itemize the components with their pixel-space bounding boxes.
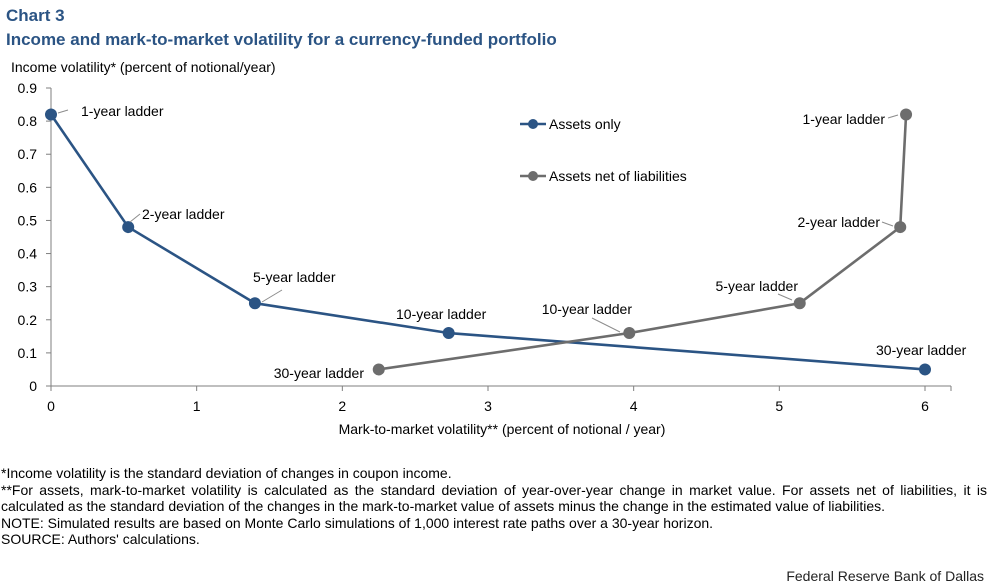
label-leader-line — [887, 114, 899, 119]
data-label: 5-year ladder — [716, 278, 799, 294]
y-tick-label: 0.8 — [18, 113, 38, 129]
data-label: 1-year ladder — [803, 111, 886, 127]
chart-number: Chart 3 — [6, 6, 65, 25]
data-label: 5-year ladder — [253, 269, 336, 285]
y-tick-label: 0.5 — [18, 212, 38, 228]
chart-title: Income and mark-to-market volatility for… — [6, 30, 557, 49]
data-point — [248, 297, 261, 310]
label-leader-line — [591, 317, 621, 333]
line-chart: 0 0.1 0.2 0.3 0.4 0.5 0.6 0.7 0.8 0.9 0 1 2 3 4 5 6 1-yea… — [18, 80, 967, 414]
y-tick-label: 0.9 — [18, 80, 38, 96]
chart-notes: *Income volatility is the standard devia… — [1, 465, 987, 548]
data-label: 30-year ladder — [876, 342, 967, 358]
y-tick-label: 0.7 — [18, 146, 38, 162]
y-tick-label: 0 — [29, 378, 37, 394]
data-label: 2-year ladder — [142, 206, 225, 222]
data-point — [919, 363, 931, 376]
label-leader-line — [881, 221, 894, 227]
data-point — [900, 108, 913, 121]
label-leader-line — [777, 293, 793, 301]
data-point — [623, 327, 636, 340]
data-label: 10-year ladder — [396, 306, 487, 322]
x-tick-label: 4 — [630, 398, 638, 414]
data-point — [894, 221, 907, 234]
mark-to-market-note: **For assets, mark-to-market volatility … — [1, 481, 987, 515]
x-tick-label: 6 — [921, 398, 929, 414]
publisher-credit: Federal Reserve Bank of Dallas — [786, 568, 984, 584]
x-tick-label: 1 — [193, 398, 201, 414]
series-line-2 — [378, 114, 908, 371]
legend-entry-assets-net-label: Assets net of liabilities — [549, 168, 687, 184]
data-label: 2-year ladder — [798, 214, 881, 230]
income-volatility-note: *Income volatility is the standard devia… — [1, 465, 452, 481]
label-leader-line — [57, 109, 69, 114]
y-tick-label: 0.3 — [18, 279, 38, 295]
y-tick-label: 0.2 — [18, 312, 38, 328]
y-tick-label: 0.1 — [18, 345, 38, 361]
x-tick-label: 2 — [338, 398, 346, 414]
data-point — [442, 327, 455, 340]
y-tick-label: 0.4 — [18, 246, 38, 262]
data-point — [45, 108, 57, 121]
y-tick-label: 0.6 — [18, 179, 38, 195]
data-label: 10-year ladder — [542, 301, 633, 317]
legend-entry-assets-only-marker — [528, 119, 538, 129]
x-tick-label: 5 — [775, 398, 783, 414]
data-point — [372, 363, 385, 376]
source-note: SOURCE: Authors' calculations. — [1, 531, 200, 547]
series-line-1 — [49, 113, 926, 371]
label-leader-line — [129, 213, 141, 223]
data-label: 30-year ladder — [274, 365, 365, 381]
methodology-note: NOTE: Simulated results are based on Mon… — [1, 514, 714, 531]
legend-entry-assets-only-label: Assets only — [549, 116, 621, 132]
legend-entry-assets-net-marker — [528, 171, 538, 181]
x-axis-title: Mark-to-market volatility** (percent of … — [338, 421, 666, 437]
x-tick-label: 3 — [484, 398, 492, 414]
data-label: 1-year ladder — [81, 103, 164, 119]
y-axis-title: Income volatility* (percent of notional/… — [11, 59, 276, 75]
x-tick-label: 0 — [47, 398, 55, 414]
data-point — [793, 297, 806, 310]
data-point — [122, 221, 135, 234]
label-leader-line — [261, 289, 283, 303]
